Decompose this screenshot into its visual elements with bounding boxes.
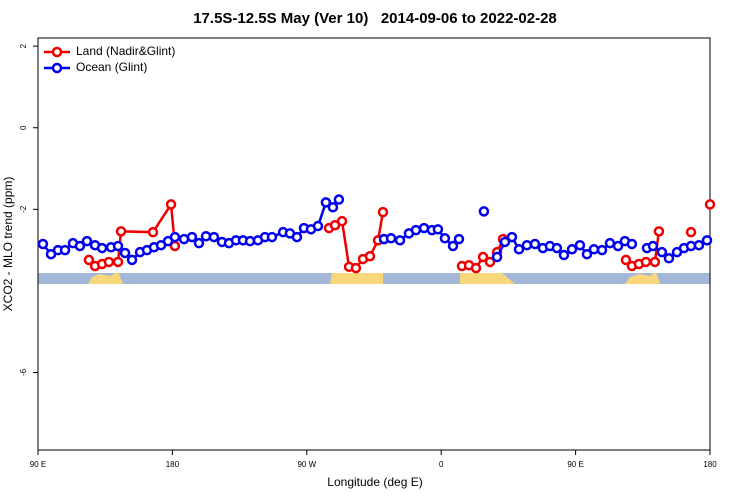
data-point [350,262,362,274]
series-line [41,198,340,262]
data-point [364,250,376,262]
data-point [385,233,397,244]
data-point [186,231,198,243]
data-point [126,254,138,266]
data-point [333,194,345,205]
data-point [506,231,518,243]
land-mask [38,272,710,284]
data-point [521,239,533,251]
data-point [470,262,482,274]
x-tick-label: 90 W [297,460,316,469]
data-point [491,251,503,263]
data-point [685,226,697,238]
x-tick-label: 180 [703,460,717,469]
data-point [640,256,652,268]
x-tick-label: 90 E [567,460,583,469]
data-point [656,246,668,258]
chart-title: 17.5S-12.5S May (Ver 10) 2014-09-06 to 2… [193,10,557,27]
legend-label: Land (Nadir&Glint) [76,44,175,58]
y-tick-label: 0 [19,125,28,130]
data-point [558,249,570,261]
legend-marker [51,46,63,58]
data-point [499,236,511,248]
data-point [119,247,131,259]
legend-marker [51,62,63,74]
data-point [291,231,303,243]
data-point [574,239,586,251]
data-point [81,235,93,247]
data-point [432,224,444,235]
data-point [103,256,115,268]
data-point [647,240,659,252]
data-point [266,231,278,243]
data-point [377,206,389,218]
data-point [165,199,177,210]
data-point [513,244,525,255]
data-point [453,233,465,245]
legend-label: Ocean (Glint) [76,60,147,74]
data-point [612,240,624,252]
y-tick-label: -6 [19,368,28,376]
data-point [581,248,593,260]
data-point [478,206,490,217]
data-point [551,242,563,254]
data-point [312,220,324,232]
data-point [484,256,496,268]
data-point [193,237,205,249]
data-point [208,231,220,243]
data-point [620,254,632,266]
y-tick-label: -2 [19,205,28,213]
data-point [447,240,459,252]
data-point [147,226,159,238]
data-point [115,226,127,237]
data-point [566,244,578,255]
data-point [701,235,713,246]
data-point [588,244,600,255]
data-point [83,254,95,266]
data-point [336,215,348,227]
data-point [704,199,716,210]
y-axis-label: XCO2 - MLO trend (ppm) [1,177,15,312]
data-point [169,231,181,243]
x-tick-label: 90 E [30,460,46,469]
data-point [112,240,124,252]
data-point [626,238,638,250]
data-point [663,253,675,264]
x-axis-label: Longitude (deg E) [327,475,422,489]
x-tick-label: 180 [166,460,180,469]
data-point [112,256,124,268]
data-point [649,256,661,268]
data-point [394,235,406,246]
data-point [96,242,108,254]
data-point [477,251,489,263]
data-point [410,224,422,236]
x-tick-label: 0 [439,460,444,469]
data-point [439,233,451,244]
data-point [693,239,705,251]
data-point [59,244,71,256]
data-point [320,197,332,208]
data-point [596,244,608,256]
data-point [529,238,541,250]
data-point [74,240,86,252]
data-point [327,202,339,213]
data-point [653,226,665,237]
data-point [37,238,49,250]
y-tick-label: 2 [19,43,28,48]
data-point [604,237,616,249]
